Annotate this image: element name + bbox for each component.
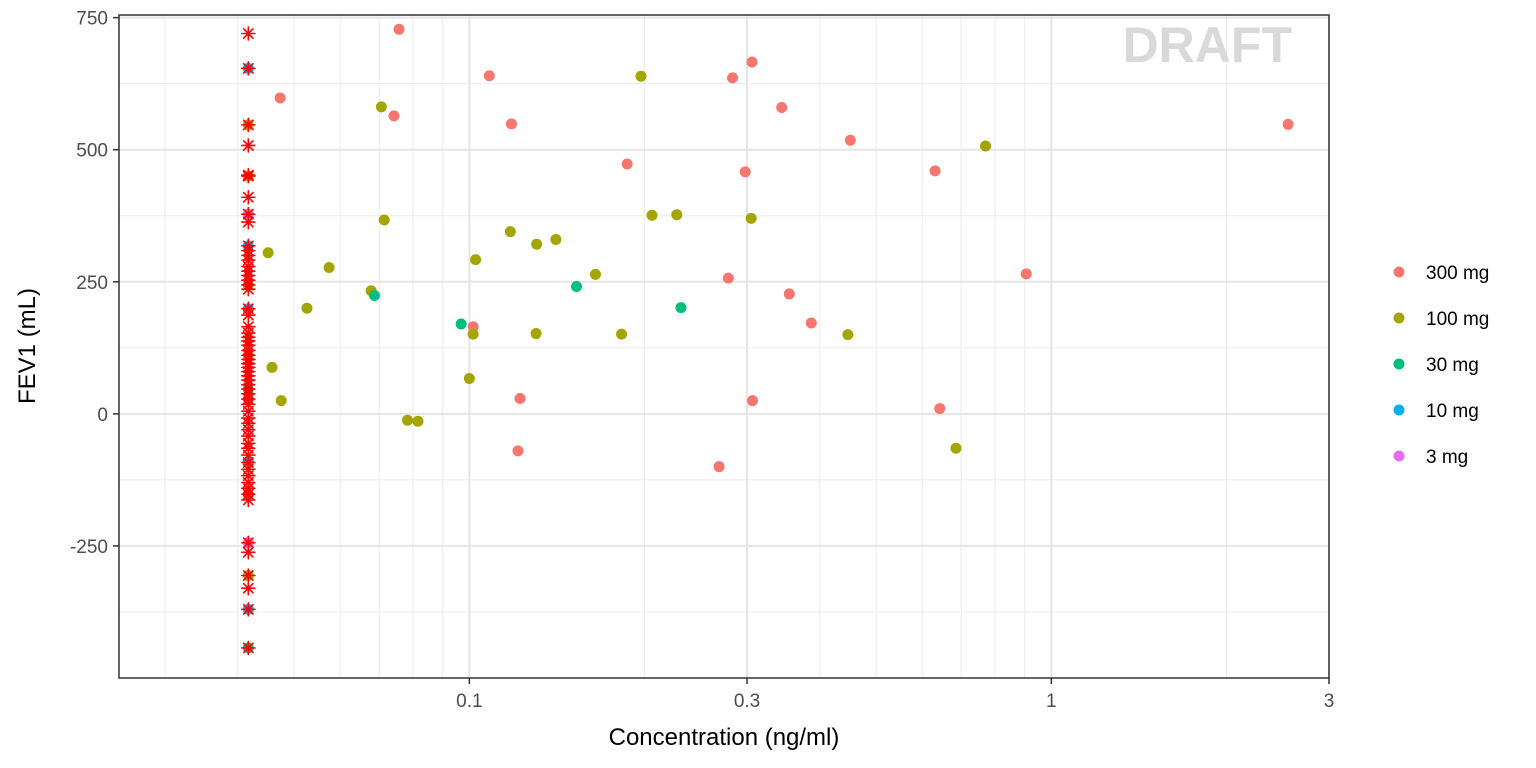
point-300-mg <box>1020 268 1032 280</box>
point-300-mg <box>713 461 725 473</box>
below-loq-asterisk <box>241 602 256 617</box>
x-axis-title: Concentration (ng/ml) <box>609 724 840 751</box>
below-loq-asterisk <box>241 447 256 463</box>
legend-key <box>1393 358 1405 370</box>
point-300-mg <box>727 72 739 84</box>
point-100-mg <box>504 226 516 238</box>
point-100-mg <box>262 247 274 259</box>
point-100-mg <box>531 238 543 250</box>
point-100-mg <box>589 268 601 280</box>
point-300-mg <box>746 56 758 68</box>
point-300-mg <box>388 110 400 122</box>
below-loq-asterisk <box>241 168 256 184</box>
point-100-mg <box>980 140 992 152</box>
point-100-mg <box>842 329 854 341</box>
point-300-mg <box>274 92 286 104</box>
x-tick-label: 0.1 <box>456 691 482 712</box>
below-loq-asterisk <box>241 281 256 297</box>
y-axis-title: FEV1 (mL) <box>14 288 41 404</box>
data-points <box>262 23 1294 473</box>
legend-key <box>1393 266 1405 278</box>
legend-label: 10 mg <box>1426 401 1479 422</box>
point-100-mg <box>323 262 335 274</box>
legend-label: 300 mg <box>1426 263 1489 284</box>
point-30-mg <box>368 290 380 302</box>
legend-key <box>1393 312 1405 324</box>
below-loq-asterisk <box>241 189 256 205</box>
below-loq-asterisk <box>241 117 256 133</box>
point-300-mg <box>621 158 633 170</box>
below-loq-markers <box>241 26 256 656</box>
point-100-mg <box>378 214 390 226</box>
y-tick-label: 0 <box>97 405 108 426</box>
below-loq-asterisk <box>241 580 256 596</box>
point-100-mg <box>470 254 482 266</box>
below-loq-asterisk <box>241 138 256 153</box>
below-loq-asterisk <box>241 61 256 76</box>
y-tick-label: -250 <box>70 537 108 558</box>
point-30-mg <box>455 318 467 330</box>
point-100-mg <box>745 212 757 224</box>
point-100-mg <box>402 414 414 426</box>
y-tick-label: 250 <box>76 273 108 294</box>
point-300-mg <box>739 166 751 178</box>
point-300-mg <box>514 393 526 405</box>
point-300-mg <box>512 445 524 457</box>
below-loq-asterisk <box>241 214 256 230</box>
point-100-mg <box>275 395 287 407</box>
point-100-mg <box>635 70 647 82</box>
point-100-mg <box>301 302 313 314</box>
point-300-mg <box>776 101 788 113</box>
below-loq-asterisk <box>241 206 256 222</box>
legend-label: 3 mg <box>1426 447 1468 468</box>
below-loq-asterisk <box>241 307 256 323</box>
legend-label: 30 mg <box>1426 355 1479 376</box>
point-100-mg <box>646 209 658 221</box>
point-100-mg <box>550 234 562 246</box>
point-100-mg <box>463 372 475 384</box>
y-tick-label: 750 <box>76 9 108 30</box>
point-100-mg <box>616 328 628 340</box>
legend: 300 mg 100 mg 30 mg 10 mg 3 mg <box>1393 263 1489 468</box>
watermark: DRAFT <box>1123 17 1292 73</box>
point-300-mg <box>805 317 817 329</box>
point-100-mg <box>375 101 387 113</box>
legend-key <box>1393 450 1405 462</box>
below-loq-asterisk <box>241 26 256 41</box>
point-100-mg <box>467 328 479 340</box>
point-30-mg <box>571 281 583 293</box>
below-loq-asterisk <box>241 568 256 583</box>
point-300-mg <box>783 288 795 300</box>
legend-label: 100 mg <box>1426 309 1489 330</box>
below-loq-asterisk <box>241 640 256 656</box>
y-tick-label: 500 <box>76 141 108 162</box>
point-300-mg <box>746 395 758 407</box>
point-300-mg <box>1282 118 1294 130</box>
below-loq-asterisk <box>241 544 256 560</box>
grid <box>119 15 1330 678</box>
point-300-mg <box>505 118 517 130</box>
legend-key <box>1393 404 1405 416</box>
point-100-mg <box>530 328 542 340</box>
x-tick-label: 0.3 <box>734 691 760 712</box>
x-tick-label: 1 <box>1046 691 1057 712</box>
point-300-mg <box>722 272 734 284</box>
point-300-mg <box>393 23 405 35</box>
point-100-mg <box>266 361 278 373</box>
below-loq-asterisk <box>241 492 256 508</box>
point-300-mg <box>934 403 946 415</box>
point-100-mg <box>412 415 424 427</box>
point-300-mg <box>844 134 856 146</box>
axes: 0.1 0.3 1 3 -250 0 250 500 750 <box>70 9 1334 712</box>
point-30-mg <box>675 302 687 314</box>
panel-border <box>118 14 1330 679</box>
point-300-mg <box>929 165 941 177</box>
point-300-mg <box>483 70 495 82</box>
point-100-mg <box>950 442 962 454</box>
x-tick-label: 3 <box>1324 691 1335 712</box>
point-100-mg <box>671 209 683 221</box>
